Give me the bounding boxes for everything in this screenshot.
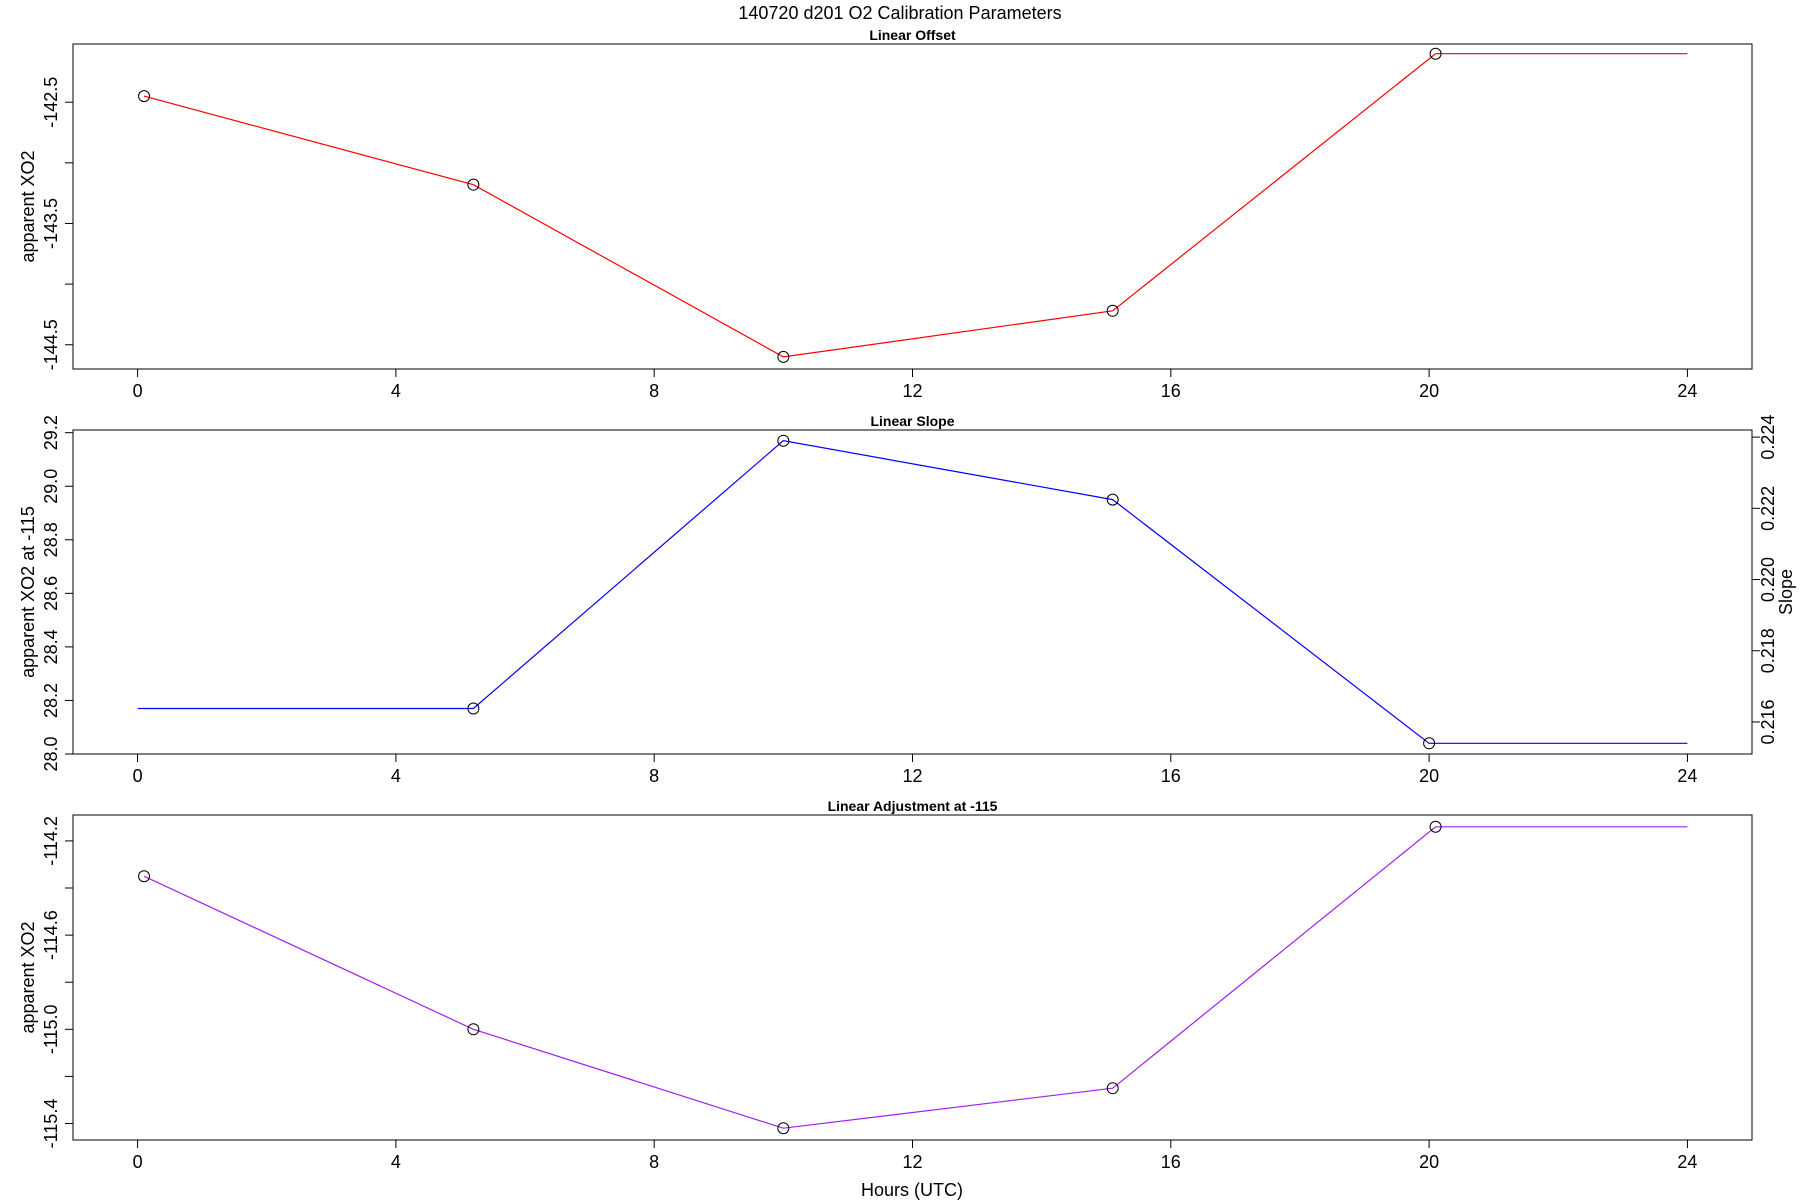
x-tick-label: 16 [1161,1152,1181,1172]
y-tick-label: 28.0 [41,736,61,771]
y-tick-label: -144.5 [41,319,61,370]
panel-title: Linear Adjustment at -115 [828,798,998,814]
series-line [137,440,1688,744]
x-tick-label: 20 [1419,1152,1439,1172]
y-axis-title: apparent XO2 [18,150,38,262]
x-tick-label: 20 [1419,766,1439,786]
x-tick-label: 12 [902,1152,922,1172]
right-tick-label: 0.220 [1758,557,1778,602]
x-tick-label: 24 [1677,1152,1697,1172]
data-point [1423,737,1436,750]
y-tick-label: 28.2 [41,683,61,718]
figure-title: 140720 d201 O2 Calibration Parameters [738,3,1061,23]
data-point [1429,820,1442,833]
panel-linear-adjustment-at-115: Linear Adjustment at -115 0 4 8 12 16 20 24 -114… [18,798,1753,1172]
panel-title: Linear Offset [869,27,956,43]
panels: Linear Offset 0 4 8 12 16 20 24 -142.5 -143.5 -144… [18,27,1796,1172]
data-point [777,434,790,447]
right-axis-title: Slope [1776,569,1796,615]
y-tick-label: 29.2 [41,415,61,450]
x-tick-label: 8 [649,381,659,401]
x-tick-label: 0 [133,1152,143,1172]
y-axis-title: apparent XO2 at -115 [18,506,38,678]
plot-frame [72,814,1753,1141]
data-point [1429,47,1442,60]
series-line [143,826,1688,1129]
y-tick-label: 29.0 [41,469,61,504]
panel-title: Linear Slope [870,413,954,429]
data-point [777,350,790,363]
x-tick-label: 12 [902,381,922,401]
x-tick-label: 16 [1161,381,1181,401]
x-tick-label: 24 [1677,381,1697,401]
x-tick-label: 8 [649,766,659,786]
y-tick-label: -115.4 [41,1099,61,1149]
x-tick-label: 8 [649,1152,659,1172]
right-tick-label: 0.216 [1758,699,1778,744]
plot-frame [72,429,1753,755]
right-tick-label: 0.224 [1758,415,1778,460]
panel-linear-slope: Linear Slope 0 4 8 12 16 20 24 28.0 28.2 28.4 28.6 2… [18,413,1796,786]
data-point [467,178,480,191]
y-tick-label: -143.5 [41,198,61,249]
data-point [777,1122,790,1135]
x-axis-title: Hours (UTC) [861,1180,963,1200]
x-tick-label: 20 [1419,381,1439,401]
y-tick-label: -142.5 [41,77,61,128]
x-tick-label: 4 [391,1152,401,1172]
data-point [1106,304,1119,317]
x-tick-label: 12 [902,766,922,786]
y-tick-label: 28.6 [41,576,61,611]
y-tick-label: -114.2 [41,816,61,866]
x-tick-label: 24 [1677,766,1697,786]
x-tick-label: 0 [133,381,143,401]
x-tick-label: 4 [391,381,401,401]
x-tick-label: 4 [391,766,401,786]
right-tick-label: 0.218 [1758,628,1778,673]
data-point [1106,1082,1119,1095]
y-tick-label: -115.0 [41,1004,61,1054]
series-line [143,53,1688,358]
x-tick-label: 16 [1161,766,1181,786]
data-point [467,1023,480,1036]
y-tick-label: 28.4 [41,629,61,664]
y-axis-title: apparent XO2 [18,921,38,1033]
data-point [138,90,151,103]
panel-linear-offset: Linear Offset 0 4 8 12 16 20 24 -142.5 -143.5 -144… [18,27,1753,401]
right-tick-label: 0.222 [1758,486,1778,531]
data-point [1106,493,1119,506]
y-tick-label: 28.8 [41,522,61,557]
y-tick-label: -114.6 [41,910,61,960]
plot-frame [72,43,1753,370]
data-point [138,870,151,883]
data-point [467,702,480,715]
x-tick-label: 0 [133,766,143,786]
